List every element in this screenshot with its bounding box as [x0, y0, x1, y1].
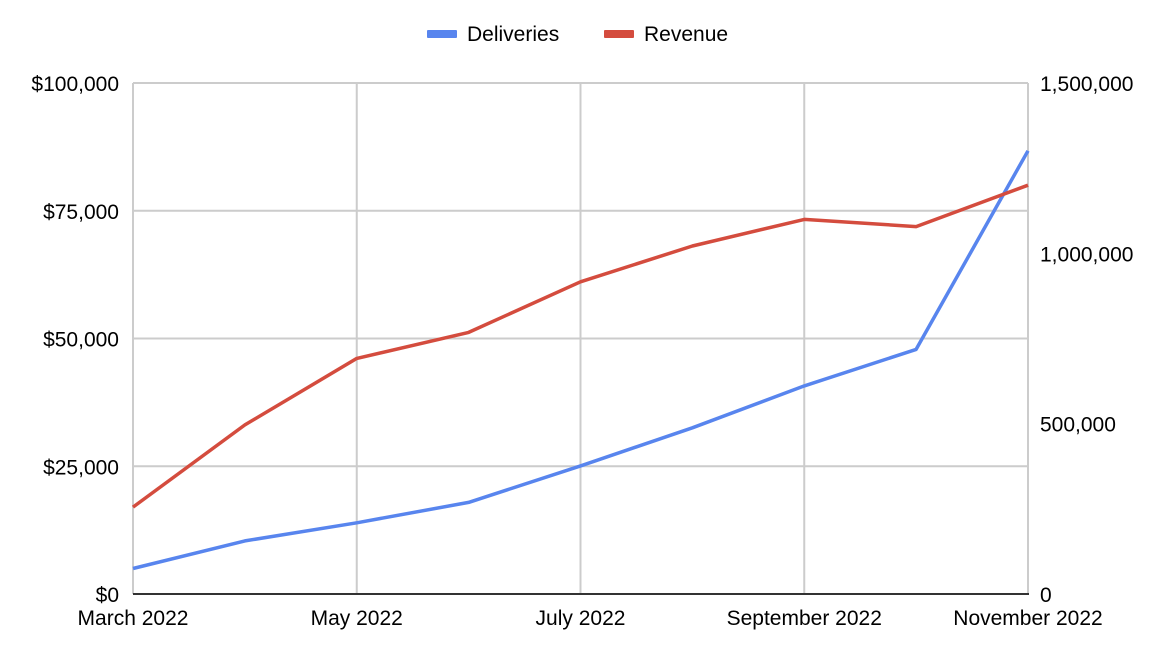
series-line-deliveries	[132, 149, 1030, 571]
y-left-tick-label: $100,000	[31, 73, 119, 96]
series-line-revenue	[131, 183, 1029, 509]
legend-swatch-revenue	[604, 30, 634, 38]
axes: $0 $25,000 $50,000 $75,000 $100,000 0 500,000 1…	[31, 73, 1133, 630]
y-right-tick-label: 1,000,000	[1040, 243, 1133, 266]
series-lines	[131, 149, 1030, 571]
y-right-tick-label: 1,500,000	[1040, 73, 1133, 96]
y-right-tick-label: 0	[1040, 584, 1052, 607]
x-tick-label: September 2022	[727, 607, 882, 630]
x-tick-label: March 2022	[78, 607, 189, 630]
x-tick-label: July 2022	[536, 607, 626, 630]
y-right-tick-label: 500,000	[1040, 414, 1116, 437]
x-tick-label: May 2022	[311, 607, 403, 630]
y-left-tick-label: $50,000	[43, 329, 119, 352]
y-left-tick-label: $75,000	[43, 201, 119, 224]
x-tick-label: November 2022	[953, 607, 1102, 630]
y-left-tick-label: $0	[96, 584, 119, 607]
legend-swatch-deliveries	[427, 30, 457, 38]
y-left-tick-label: $25,000	[43, 456, 119, 479]
legend: Deliveries Revenue	[427, 23, 728, 46]
legend-label: Revenue	[644, 23, 728, 46]
grid	[132, 82, 1029, 594]
legend-label: Deliveries	[467, 23, 559, 46]
